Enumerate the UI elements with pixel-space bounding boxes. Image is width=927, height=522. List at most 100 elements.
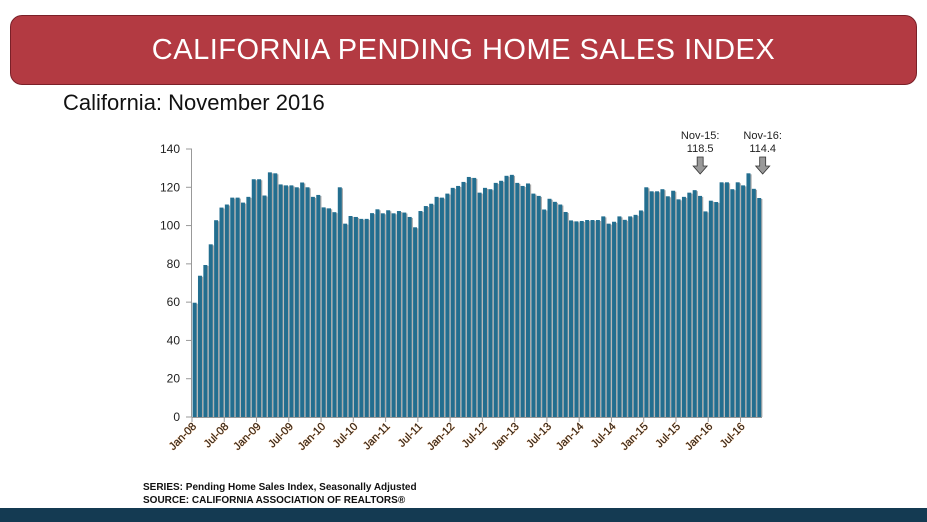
bar [407,216,412,417]
bar [337,187,342,417]
bar [741,185,746,417]
x-tick-label: Jul-10 [331,421,361,451]
x-tick-label: Jan-10 [296,421,328,453]
x-tick-label: Jul-11 [396,421,425,450]
bar [439,197,444,417]
bar [262,195,267,417]
annotation-value: 118.5 [687,143,714,155]
y-tick-label: 100 [160,219,180,233]
bar [219,207,224,417]
bar [703,211,708,417]
bar [429,203,434,417]
bar [681,196,686,417]
bar [628,216,633,417]
down-arrow-icon [754,156,771,175]
bar [482,187,487,417]
annotation: Nov-15:118.5 [681,130,719,175]
bar [413,227,418,417]
bar [278,184,283,417]
bar [649,191,654,417]
bar [525,183,530,417]
bar [724,182,729,417]
source-note: SOURCE: CALIFORNIA ASSOCIATION OF REALTO… [143,495,406,506]
bar [531,193,536,417]
bar [542,209,547,417]
bar [590,220,595,417]
x-tick-label: Jan-15 [619,421,651,453]
bar [257,179,262,417]
bar [617,216,622,417]
bar [364,218,369,417]
footer-bar [0,508,927,522]
bar [612,221,617,417]
bar [601,216,606,417]
annotation-value: 114.4 [749,143,776,155]
bar [348,216,353,417]
bar [327,208,332,417]
annotation: Nov-16:114.4 [743,130,782,175]
bar [273,173,278,417]
bar [547,198,552,417]
x-tick-label: Jul-12 [460,421,490,451]
bar [569,220,573,417]
bar [698,195,703,417]
bar [246,196,251,417]
bar [477,192,482,417]
bar [493,182,498,417]
bar [687,192,692,417]
x-tick-label: Jul-16 [718,421,748,451]
bar [423,206,428,417]
bar [579,220,584,417]
bar [515,182,520,417]
title-banner: CALIFORNIA PENDING HOME SALES INDEX [10,15,917,85]
bar [192,302,197,417]
bar [692,190,697,417]
bar [499,180,504,417]
bar [757,198,762,417]
bar [289,185,294,417]
bar [251,179,256,417]
bar [719,182,724,417]
bar [203,265,208,417]
bar [461,181,466,417]
x-tick-label: Jan-08 [167,421,199,453]
y-tick-label: 0 [173,410,180,424]
x-tick-label: Jan-14 [554,421,586,453]
bar [751,188,756,417]
chart-notes: SERIES: Pending Home Sales Index, Season… [143,481,417,507]
bar [730,189,735,417]
bar [552,201,557,417]
x-tick-label: Jan-12 [425,421,457,453]
bar [240,202,245,417]
bar [310,196,315,417]
x-tick-label: Jan-16 [683,421,715,453]
bar [676,199,681,417]
y-tick-label: 120 [160,180,180,194]
bar [558,204,563,417]
bar [644,187,649,417]
bar [434,196,439,417]
bar [300,182,305,417]
bar [224,204,229,417]
x-tick-label: Jan-13 [489,421,521,453]
bar [267,172,272,417]
y-tick-label: 40 [167,333,181,347]
bar [708,200,713,417]
bar [660,189,665,417]
x-tick-label: Jul-09 [266,421,296,451]
chart-subtitle: California: November 2016 [63,90,325,115]
bar [445,193,450,417]
bar [488,189,493,417]
bar [585,220,590,417]
bar [284,185,288,417]
bar [230,197,235,417]
bar [396,211,401,417]
x-tick-label: Jul-15 [653,421,683,451]
down-arrow-icon [692,156,709,175]
bar [380,213,385,417]
bar [536,195,541,417]
bar [509,174,514,417]
bar [520,185,525,417]
bar [402,212,407,417]
bar [655,191,660,417]
